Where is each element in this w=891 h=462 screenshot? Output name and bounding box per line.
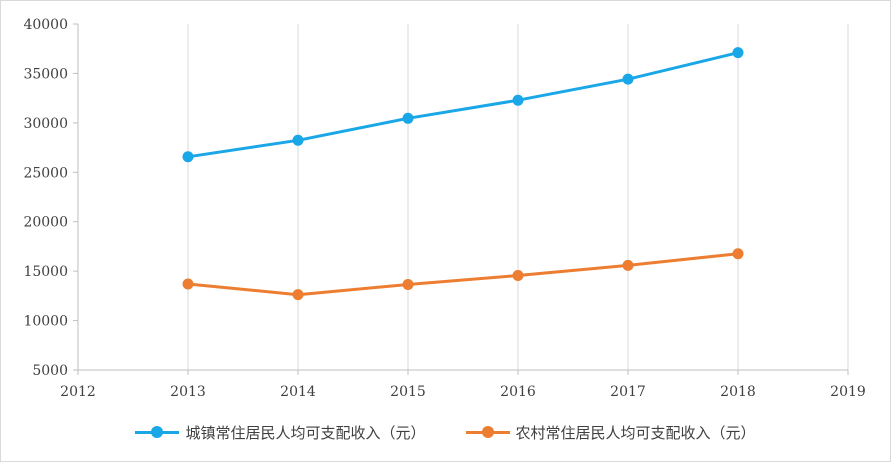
x-tick-label: 2016 (500, 384, 536, 400)
legend-item-rural[interactable]: 农村常住居民人均可支配收入（元） (465, 422, 756, 443)
data-point (182, 278, 194, 290)
data-point (512, 94, 524, 106)
data-point (732, 47, 744, 59)
legend-swatch-urban (135, 426, 180, 438)
y-tick-label: 5000 (32, 363, 68, 379)
data-point (292, 289, 304, 301)
y-tick-label: 15000 (23, 264, 68, 280)
x-tick-label: 2017 (610, 384, 646, 400)
data-point (402, 278, 414, 290)
data-point (732, 248, 744, 260)
x-tick-label: 2013 (170, 384, 206, 400)
legend-item-urban[interactable]: 城镇常住居民人均可支配收入（元） (135, 422, 426, 443)
series-line (186, 51, 740, 159)
x-tick-label: 2014 (280, 384, 316, 400)
series-rural (182, 248, 744, 301)
data-point (622, 73, 634, 85)
gridlines (187, 24, 849, 370)
data-point (292, 134, 304, 146)
x-tick-label: 2018 (720, 384, 756, 400)
data-point (512, 269, 524, 281)
data-point (402, 112, 414, 124)
axes: 5000 10000 15000 20000 25000 30000 35000 40000 2… (23, 17, 865, 400)
y-tick-label: 35000 (23, 66, 68, 82)
y-tick-label: 40000 (23, 17, 68, 33)
x-tick-label: 2019 (830, 384, 866, 400)
data-point (182, 151, 194, 163)
x-tick-label: 2015 (390, 384, 426, 400)
legend: 城镇常住居民人均可支配收入（元） 农村常住居民人均可支配收入（元） (0, 418, 891, 446)
legend-label-urban: 城镇常住居民人均可支配收入（元） (185, 423, 426, 442)
series-layer (182, 47, 744, 301)
y-tick-label: 20000 (23, 215, 68, 231)
data-point (622, 259, 634, 271)
legend-swatch-rural (465, 426, 510, 438)
legend-label-rural: 农村常住居民人均可支配收入（元） (515, 423, 756, 442)
y-tick-label: 25000 (23, 165, 68, 181)
y-tick-label: 10000 (23, 314, 68, 330)
series-urban (182, 47, 744, 163)
series-line (186, 252, 740, 297)
y-tick-label: 30000 (23, 116, 68, 132)
x-tick-label: 2012 (60, 384, 96, 400)
